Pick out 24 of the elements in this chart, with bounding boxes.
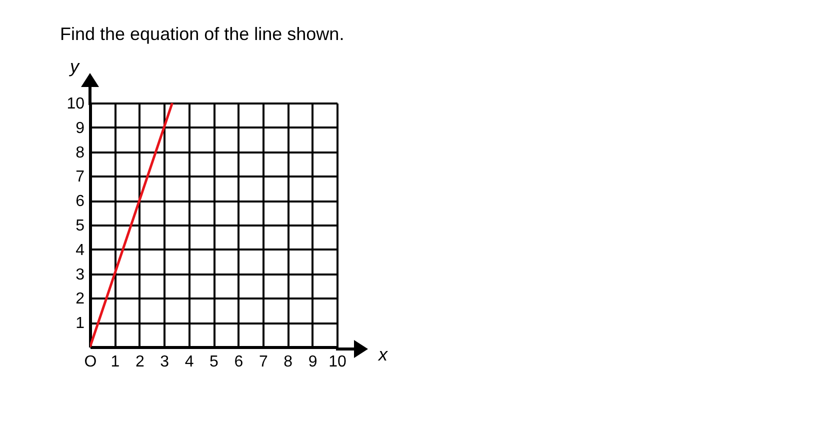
y-axis-title: y (68, 56, 80, 76)
chart-title: Find the equation of the line shown. (60, 24, 344, 44)
y-tick-label: 6 (76, 193, 85, 210)
y-tick-label: 5 (76, 218, 85, 234)
x-tick-label: O (84, 354, 97, 370)
x-tick-label: 6 (234, 354, 244, 370)
x-tick-label: 8 (284, 354, 293, 370)
x-tick-label: 4 (184, 354, 194, 370)
y-tick-label: 1 (76, 315, 85, 332)
y-tick-label: 9 (76, 120, 85, 137)
x-tick-label: 10 (328, 354, 346, 370)
x-tick-label: 7 (258, 354, 268, 370)
y-tick-label: 4 (76, 242, 85, 259)
x-tick-label: 3 (160, 354, 170, 370)
x-tick-label: 2 (135, 354, 144, 370)
y-tick-label: 3 (76, 266, 85, 284)
x-axis-title: x (378, 344, 388, 364)
y-tick-label: 8 (76, 144, 85, 162)
x-tick-label: 1 (110, 354, 120, 370)
y-tick-label: 2 (76, 290, 85, 308)
x-tick-label: 9 (308, 354, 318, 370)
y-tick-label: 10 (66, 96, 85, 112)
y-tick-label: 7 (76, 168, 85, 186)
x-tick-label: 5 (210, 354, 219, 370)
